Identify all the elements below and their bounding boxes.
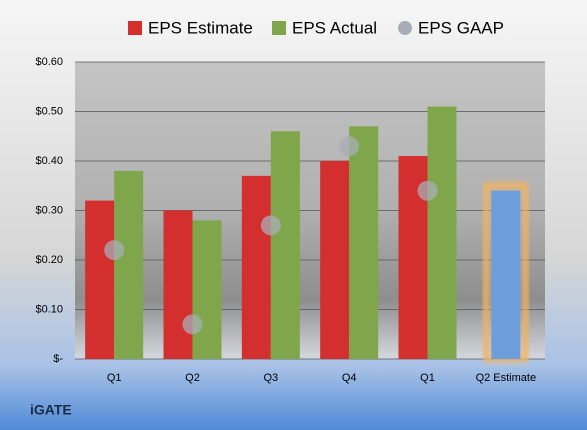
y-tick-label: $0.30 bbox=[35, 204, 63, 216]
bar bbox=[114, 170, 144, 359]
bar bbox=[349, 126, 379, 359]
bar bbox=[427, 106, 457, 359]
x-tick-label: Q2 bbox=[185, 372, 200, 384]
dot bbox=[339, 136, 360, 157]
dot bbox=[104, 240, 125, 261]
legend-label: EPS GAAP bbox=[418, 18, 504, 37]
x-tick-label: Q4 bbox=[342, 372, 357, 384]
dot bbox=[182, 314, 203, 335]
y-tick-label: $0.20 bbox=[35, 254, 63, 266]
y-tick-label: $0.50 bbox=[35, 105, 63, 117]
y-tick-label: $0.40 bbox=[35, 155, 63, 167]
bar bbox=[241, 175, 271, 359]
bar bbox=[163, 210, 193, 359]
x-tick-label: Q3 bbox=[263, 372, 278, 384]
bar bbox=[320, 161, 350, 359]
legend-swatch bbox=[398, 21, 412, 35]
bar bbox=[85, 200, 115, 359]
x-tick-label: Q1 bbox=[420, 372, 435, 384]
legend-swatch bbox=[128, 21, 142, 35]
bar bbox=[192, 220, 222, 359]
legend-label: EPS Estimate bbox=[148, 18, 253, 37]
bar bbox=[491, 190, 521, 359]
dot bbox=[260, 215, 281, 236]
legend-label: EPS Actual bbox=[292, 18, 377, 37]
y-tick-label: $0.10 bbox=[35, 303, 63, 315]
x-tick-label: Q2 Estimate bbox=[476, 372, 537, 384]
bar bbox=[270, 131, 300, 359]
x-tick-label: Q1 bbox=[107, 372, 122, 384]
legend-swatch bbox=[272, 21, 286, 35]
dot bbox=[417, 180, 438, 201]
y-tick-label: $0.60 bbox=[35, 56, 63, 68]
y-tick-label: $- bbox=[53, 353, 63, 365]
footer: iGATE bbox=[30, 402, 72, 418]
